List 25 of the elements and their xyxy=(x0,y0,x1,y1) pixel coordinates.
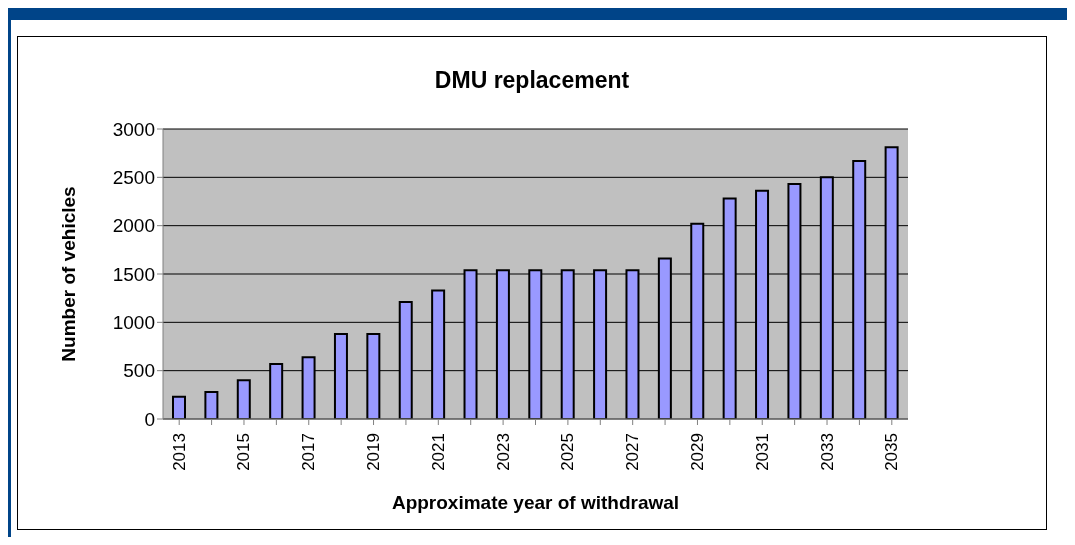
y-tick-label: 3000 xyxy=(112,118,155,140)
x-tick-label: 2013 xyxy=(169,433,189,471)
x-tick-label: 2027 xyxy=(623,433,643,471)
x-tick-label: 2035 xyxy=(882,433,902,471)
y-tick-label: 1500 xyxy=(112,263,155,285)
x-tick-label: 2017 xyxy=(299,433,319,471)
x-tick-label: 2031 xyxy=(752,433,772,471)
x-axis-title: Approximate year of withdrawal xyxy=(391,492,680,513)
bar xyxy=(236,379,251,419)
y-tick-label: 1000 xyxy=(112,312,155,334)
bar xyxy=(204,390,219,419)
x-tick-label: 2029 xyxy=(687,433,707,471)
x-tick-label: 2021 xyxy=(428,433,448,471)
y-tick-label: 0 xyxy=(144,408,155,430)
x-tick-label: 2025 xyxy=(558,433,578,471)
y-tick-label: 500 xyxy=(123,360,155,382)
x-tick-label: 2019 xyxy=(364,433,384,471)
x-tick-label: 2033 xyxy=(817,433,837,471)
y-tick-label: 2000 xyxy=(112,215,155,237)
bar xyxy=(172,395,186,419)
x-tick-label: 2015 xyxy=(234,433,254,471)
x-tick-label: 2023 xyxy=(493,433,513,471)
chart-title: DMU replacement xyxy=(433,67,631,95)
y-tick-label: 2500 xyxy=(112,167,155,189)
y-axis-title: Number of vehicles xyxy=(57,186,79,362)
